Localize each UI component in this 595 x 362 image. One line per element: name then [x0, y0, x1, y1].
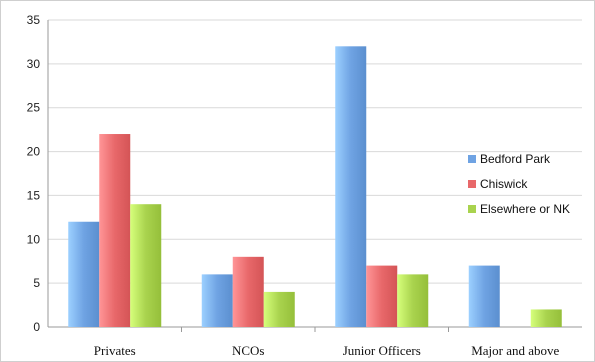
bar-chiswick-junior-officers [366, 265, 398, 327]
bar-chiswick-ncos [232, 256, 264, 327]
y-tick-label: 5 [33, 276, 40, 290]
bar-elsewhere-or-nk-major-and-above [530, 309, 562, 327]
y-tick-label: 20 [27, 145, 41, 159]
bar-elsewhere-or-nk-privates [130, 204, 162, 327]
bar-elsewhere-or-nk-ncos [263, 291, 295, 327]
y-tick-label: 30 [27, 57, 41, 71]
legend: Bedford Park Chiswick Elsewhere or NK [468, 152, 570, 216]
bar-chiswick-privates [99, 134, 131, 327]
bar-bedford-park-ncos [201, 274, 233, 327]
y-tick-label: 15 [27, 188, 41, 202]
legend-swatch [468, 180, 476, 188]
y-tick-label: 25 [27, 101, 41, 115]
y-tick-label: 10 [27, 232, 41, 246]
legend-swatch [468, 205, 476, 213]
bar-bedford-park-junior-officers [335, 46, 367, 328]
y-tick-label: 0 [33, 320, 40, 334]
legend-label: Elsewhere or NK [480, 202, 570, 216]
bar-bedford-park-major-and-above [468, 265, 500, 327]
bar-bedford-park-privates [68, 221, 100, 327]
y-axis-tick-labels: 0 5 10 15 20 25 30 35 [27, 13, 41, 334]
x-tick-label: NCOs [232, 343, 265, 358]
bars [68, 46, 562, 328]
x-tick-label: Privates [94, 343, 136, 358]
x-tick-label: Major and above [471, 343, 559, 358]
legend-label: Chiswick [480, 177, 528, 191]
y-tick-label: 35 [27, 13, 41, 27]
x-axis: Privates NCOs Junior Officers Major and abo… [94, 327, 560, 358]
legend-swatch [468, 155, 476, 163]
bar-elsewhere-or-nk-junior-officers [397, 274, 429, 327]
legend-label: Bedford Park [480, 152, 551, 166]
x-tick-label: Junior Officers [343, 343, 421, 358]
